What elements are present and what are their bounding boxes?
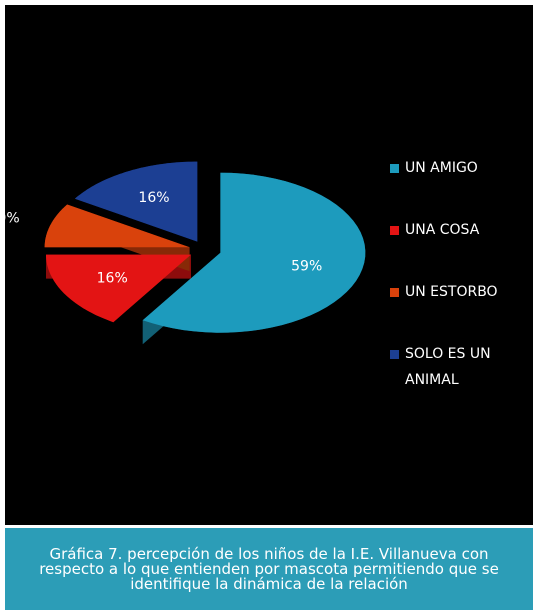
legend-swatch <box>390 288 399 297</box>
data-label: 59% <box>291 259 322 275</box>
legend-swatch <box>390 350 399 359</box>
caption: Gráfica 7. percepción de los niños de la… <box>5 528 533 610</box>
legend-entry: UNA COSA <box>390 217 530 279</box>
legend-entry: UN AMIGO <box>390 155 530 217</box>
data-label: 16% <box>138 190 169 206</box>
data-label: 16% <box>97 271 128 287</box>
slice <box>142 172 366 333</box>
legend-label: UN ESTORBO <box>405 284 498 300</box>
legend-swatch <box>390 226 399 235</box>
legend-label: SOLO ES UN ANIMAL <box>405 346 491 388</box>
legend-swatch <box>390 164 399 173</box>
plot-area: 59% 16% 9% 16% UN AMIGO UNA COSA UN ESTORBO SO… <box>5 5 533 525</box>
legend-label: UNA COSA <box>405 222 480 238</box>
legend: UN AMIGO UNA COSA UN ESTORBO SOLO ES UN ANI… <box>390 155 530 403</box>
slice <box>44 204 190 248</box>
slice <box>74 161 198 242</box>
chart: 59% 16% 9% 16% <box>5 161 366 357</box>
slice <box>46 254 191 323</box>
legend-entry: UN ESTORBO <box>390 279 530 341</box>
legend-entry: SOLO ES UN ANIMAL <box>390 341 530 403</box>
legend-label: UN AMIGO <box>405 160 478 176</box>
data-label: 9% <box>5 210 20 226</box>
